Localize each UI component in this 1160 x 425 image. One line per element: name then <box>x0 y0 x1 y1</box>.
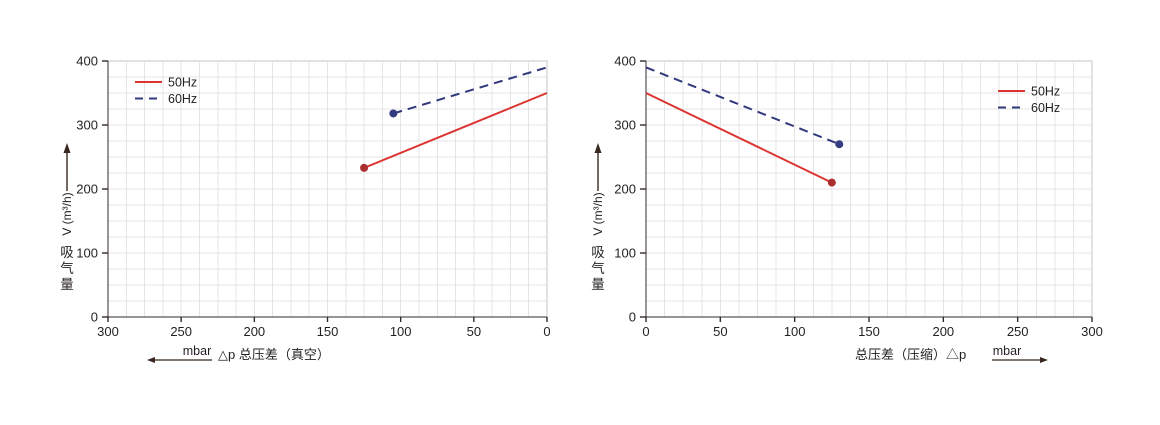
x-tick-label: 100 <box>784 324 806 339</box>
x-tick-label: 150 <box>317 324 339 339</box>
grid <box>108 61 547 317</box>
series-line-50hz <box>363 92 548 169</box>
right-arrow-icon <box>1040 357 1048 363</box>
x-tick-label: 0 <box>642 324 649 339</box>
x-axis-caption: 总压差（压缩）△p <box>855 347 966 362</box>
x-tick-label: 300 <box>1081 324 1103 339</box>
x-axis-unit: mbar <box>183 344 211 358</box>
x-tick-label: 0 <box>543 324 550 339</box>
series-line-60hz <box>645 66 840 146</box>
series-marker-60hz <box>835 140 844 149</box>
x-tick-label: 200 <box>932 324 954 339</box>
y-axis-label-char: 吸 <box>591 245 605 260</box>
x-axis-label: mbar 总压差（压缩）△p <box>855 344 1048 363</box>
x-tick-label: 250 <box>170 324 192 339</box>
up-arrow-icon <box>594 143 602 153</box>
y-axis-label-char: 气 <box>591 261 605 276</box>
grid <box>646 61 1092 317</box>
legend-label-50hz: 50Hz <box>1031 85 1060 99</box>
series-line-50hz <box>645 92 833 184</box>
up-arrow-icon <box>63 143 71 153</box>
x-tick-label: 200 <box>243 324 265 339</box>
x-axis-unit: mbar <box>993 344 1021 358</box>
x-tick-label: 250 <box>1007 324 1029 339</box>
y-tick-label: 200 <box>614 182 636 197</box>
x-tick-label: 100 <box>390 324 412 339</box>
legend-label-60hz: 60Hz <box>1031 101 1060 115</box>
y-tick-label: 100 <box>614 246 636 261</box>
x-tick-label: 50 <box>713 324 727 339</box>
left-arrow-icon <box>147 357 155 363</box>
legend: 50Hz 60Hz <box>998 85 1060 115</box>
x-tick-label: 300 <box>97 324 119 339</box>
y-tick-label: 0 <box>629 310 636 325</box>
chart-vacuum: 300 250 200 150 100 50 0 0 100 200 300 400 50Hz 60Hz V… <box>60 54 551 363</box>
x-axis-caption: △p 总压差（真空） <box>218 347 330 362</box>
y-axis-label-char: 量 <box>60 277 74 292</box>
y-axis-unit: V (m³/h) <box>591 192 605 235</box>
y-axis-unit: V (m³/h) <box>60 192 74 235</box>
y-tick-label: 300 <box>614 118 636 133</box>
series-marker-50hz <box>827 178 836 187</box>
y-tick-label: 400 <box>76 54 98 69</box>
series-marker-60hz <box>389 109 398 118</box>
legend-label-60hz: 60Hz <box>168 92 197 106</box>
series-marker-50hz <box>360 163 369 172</box>
y-axis-label-char: 气 <box>60 261 74 276</box>
y-tick-label: 0 <box>91 310 98 325</box>
y-axis-label-char: 吸 <box>60 245 74 260</box>
x-tick-label: 150 <box>858 324 880 339</box>
y-axis-label: V (m³/h) 吸气量 <box>591 143 605 292</box>
y-tick-label: 200 <box>76 182 98 197</box>
chart-compression: 0 50 100 150 200 250 300 0 100 200 300 400 50Hz 60Hz V… <box>591 54 1103 363</box>
legend: 50Hz 60Hz <box>135 76 197 106</box>
y-tick-label: 100 <box>76 246 98 261</box>
y-tick-label: 300 <box>76 118 98 133</box>
x-axis-label: mbar △p 总压差（真空） <box>147 344 330 363</box>
y-axis-label: V (m³/h) 吸气量 <box>60 143 74 292</box>
series-line-60hz <box>393 66 548 115</box>
y-axis-label-char: 量 <box>591 277 605 292</box>
legend-label-50hz: 50Hz <box>168 76 197 90</box>
y-tick-label: 400 <box>614 54 636 69</box>
x-tick-label: 50 <box>467 324 481 339</box>
